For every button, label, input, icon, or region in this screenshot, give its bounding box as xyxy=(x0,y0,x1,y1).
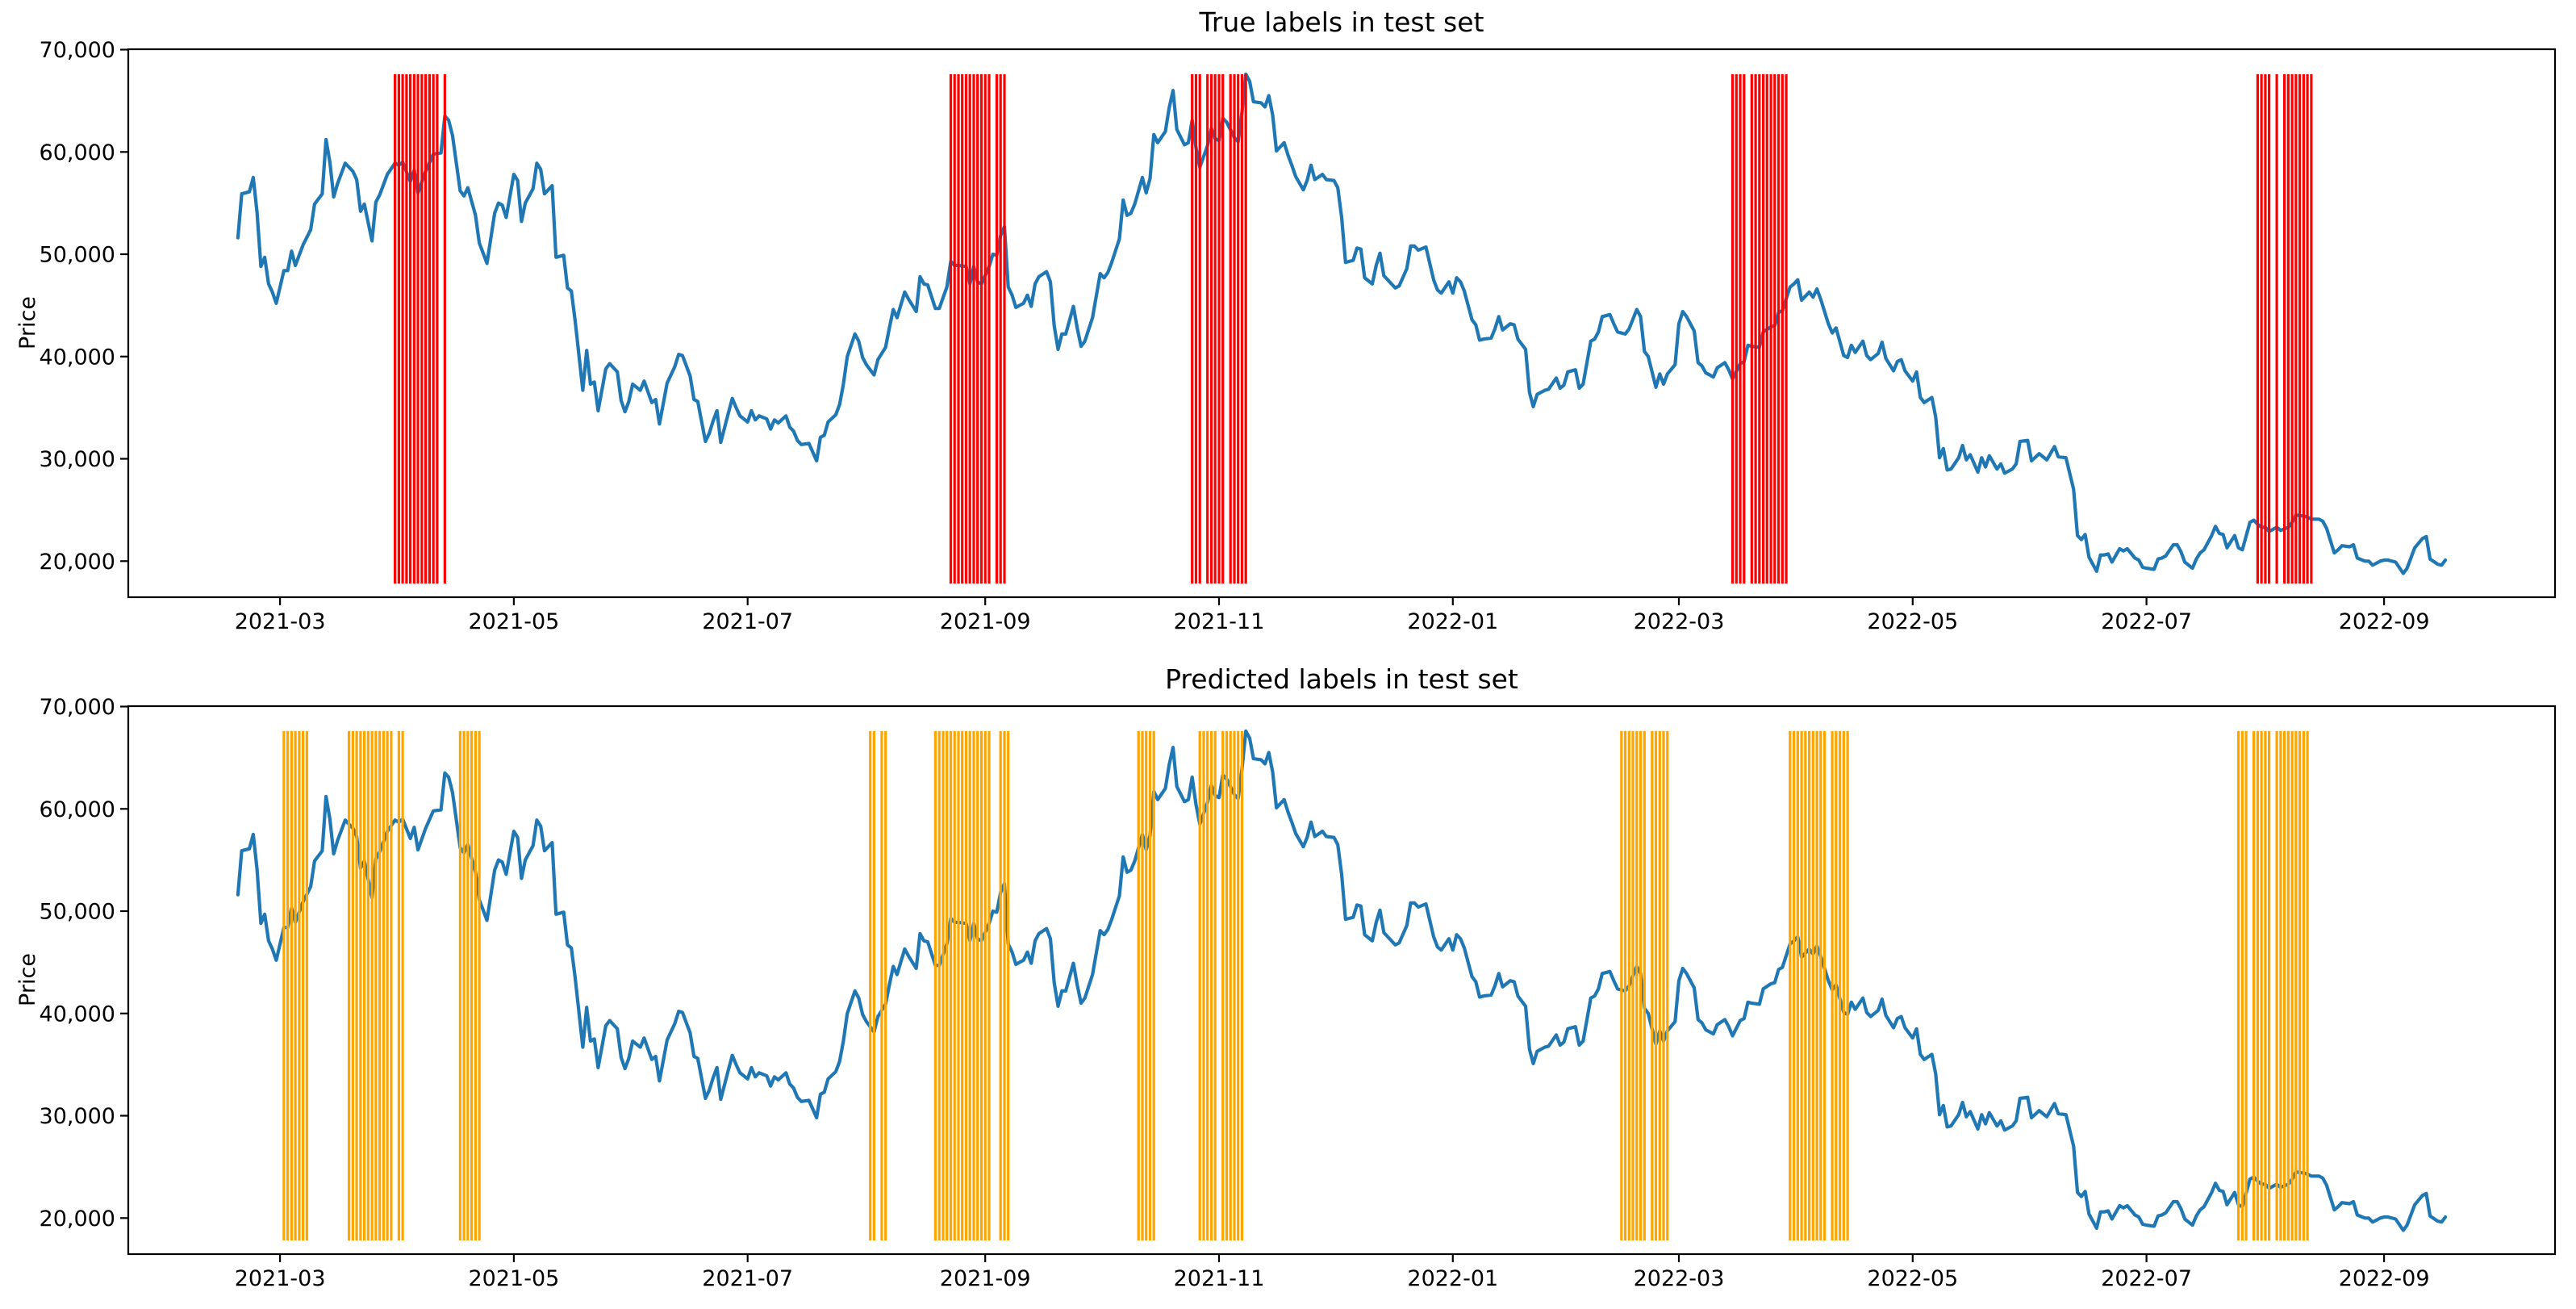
x-tick-label: 2022-07 xyxy=(2101,1266,2192,1291)
x-tick-label: 2021-07 xyxy=(702,1266,793,1291)
y-tick-label: 30,000 xyxy=(40,447,115,472)
x-tick-label: 2022-01 xyxy=(1407,609,1498,634)
x-tick-label: 2022-09 xyxy=(2339,609,2430,634)
x-tick-label: 2022-07 xyxy=(2101,609,2192,634)
x-tick-label: 2021-09 xyxy=(940,609,1031,634)
x-tick-label: 2021-11 xyxy=(1174,609,1265,634)
top-chart-y-axis-label: Price xyxy=(15,296,40,349)
y-tick-label: 40,000 xyxy=(40,1002,115,1027)
x-tick-label: 2021-09 xyxy=(940,1266,1031,1291)
x-tick-label: 2022-01 xyxy=(1407,1266,1498,1291)
top-chart-plot-area: 2021-03 2021-05 2021-07 2021-09 2021-11 2022-… xyxy=(40,38,2557,634)
x-tick-label: 2022-03 xyxy=(1634,1266,1725,1291)
y-tick-label: 50,000 xyxy=(40,900,115,925)
bottom-chart-plot-area: 2021-03 2021-05 2021-07 2021-09 2021-11 2022-… xyxy=(40,695,2557,1291)
y-tick-label: 60,000 xyxy=(40,797,115,822)
y-tick-label: 20,000 xyxy=(40,1207,115,1232)
y-tick-label: 40,000 xyxy=(40,345,115,370)
top-chart-title: True labels in test set xyxy=(1199,6,1484,38)
x-tick-label: 2021-11 xyxy=(1174,1266,1265,1291)
x-tick-label: 2022-05 xyxy=(1867,1266,1958,1291)
price-line xyxy=(236,72,2448,575)
plot-border xyxy=(127,705,2557,1256)
bottom-chart-title: Predicted labels in test set xyxy=(1165,663,1518,695)
y-tick-label: 60,000 xyxy=(40,140,115,165)
x-tick-label: 2021-05 xyxy=(468,1266,559,1291)
price-line xyxy=(236,729,2448,1232)
x-tick-label: 2021-03 xyxy=(235,609,326,634)
bottom-chart-y-axis-label: Price xyxy=(15,953,40,1006)
y-tick-label: 20,000 xyxy=(40,550,115,575)
x-tick-label: 2021-03 xyxy=(235,1266,326,1291)
x-tick-label: 2021-05 xyxy=(468,609,559,634)
y-tick-label: 50,000 xyxy=(40,243,115,268)
y-tick-label: 70,000 xyxy=(40,695,115,720)
y-tick-label: 30,000 xyxy=(40,1104,115,1129)
x-tick-label: 2021-07 xyxy=(702,609,793,634)
x-tick-label: 2022-05 xyxy=(1867,609,1958,634)
x-tick-label: 2022-03 xyxy=(1634,609,1725,634)
y-tick-label: 70,000 xyxy=(40,38,115,63)
plot-border xyxy=(127,48,2557,599)
x-tick-label: 2022-09 xyxy=(2339,1266,2430,1291)
